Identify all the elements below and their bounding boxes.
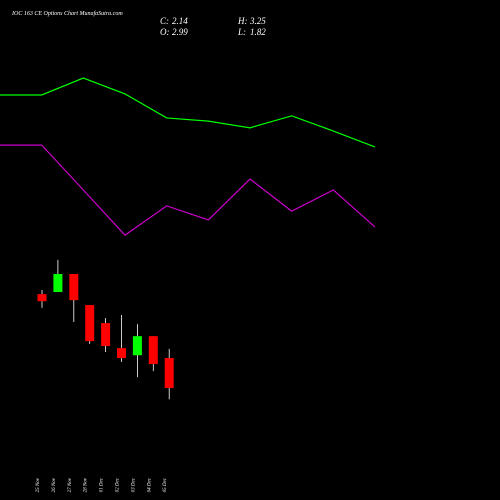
x-tick-label: 04 Dec bbox=[147, 477, 152, 492]
candle-body bbox=[164, 358, 174, 389]
candle-body bbox=[117, 348, 126, 359]
x-tick-label: 27 Nov bbox=[68, 477, 73, 492]
x-tick-label: 01 Dec bbox=[100, 477, 105, 492]
candle-body bbox=[53, 274, 63, 293]
x-tick-label: 03 Dec bbox=[131, 477, 136, 492]
x-tick-label: 28 Nov bbox=[84, 477, 89, 492]
candle-body bbox=[37, 294, 47, 302]
candle-body bbox=[85, 305, 95, 342]
summary-value: 1.82 bbox=[250, 27, 266, 37]
summary-value: 3.25 bbox=[249, 16, 266, 26]
candle-body bbox=[101, 323, 111, 347]
chart-title: IOC 163 CE Options Chart MunafaSutra.com bbox=[11, 10, 123, 17]
line bbox=[0, 144, 376, 236]
x-tick-label: 05 Dec bbox=[163, 477, 168, 492]
x-tick-label: 02 Dec bbox=[116, 477, 121, 492]
summary-label: C: bbox=[160, 16, 169, 26]
summary-value: 2.14 bbox=[172, 16, 188, 26]
summary-label: H: bbox=[237, 16, 248, 26]
x-tick-label: 25 Nov bbox=[36, 477, 41, 492]
summary-label: O: bbox=[160, 27, 170, 37]
line bbox=[0, 77, 376, 148]
summary-label: L: bbox=[237, 27, 246, 37]
x-tick-label: 26 Nov bbox=[52, 477, 57, 492]
summary-value: 2.99 bbox=[172, 27, 188, 37]
candle-body bbox=[148, 336, 158, 365]
candle-body bbox=[69, 274, 79, 301]
candle-body bbox=[132, 336, 142, 356]
